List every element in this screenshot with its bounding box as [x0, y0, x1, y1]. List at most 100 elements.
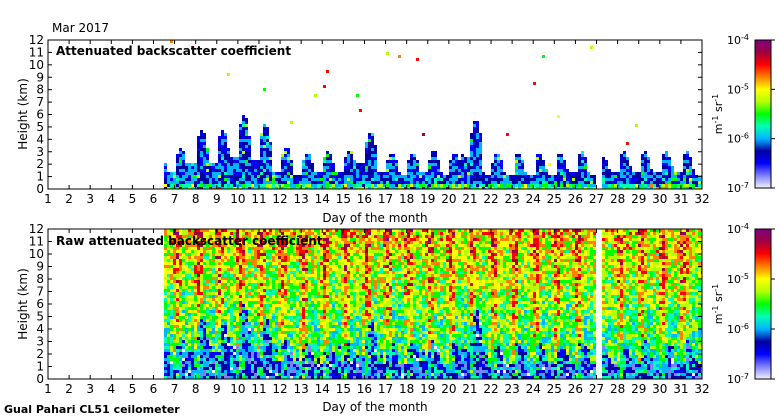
- heatmap-cell: [170, 247, 173, 250]
- heatmap-cell: [302, 310, 305, 313]
- heatmap-cell: [398, 187, 401, 189]
- heatmap-cell: [332, 253, 335, 256]
- heatmap-cell: [185, 286, 188, 289]
- heatmap-cell: [236, 298, 239, 301]
- heatmap-cell: [251, 286, 254, 289]
- heatmap-cell: [269, 274, 272, 277]
- heatmap-cell: [203, 304, 206, 307]
- heatmap-cell: [176, 319, 179, 322]
- heatmap-cell: [389, 169, 392, 172]
- heatmap-cell: [194, 298, 197, 301]
- heatmap-cell: [305, 256, 308, 259]
- heatmap-cell: [473, 130, 476, 133]
- heatmap-cell: [329, 274, 332, 277]
- heatmap-cell: [314, 232, 317, 235]
- heatmap-cell: [518, 184, 521, 187]
- heatmap-cell: [200, 358, 203, 361]
- heatmap-cell: [233, 175, 236, 178]
- heatmap-cell: [506, 175, 509, 178]
- heatmap-cell: [206, 337, 209, 340]
- heatmap-cell: [683, 157, 686, 160]
- heatmap-cell: [392, 175, 395, 178]
- heatmap-cell: [305, 328, 308, 331]
- heatmap-cell: [299, 259, 302, 262]
- heatmap-cell: [341, 325, 344, 328]
- heatmap-cell: [200, 130, 203, 133]
- y-tick-label: 5: [36, 120, 44, 134]
- heatmap-cell: [296, 292, 299, 295]
- heatmap-cell: [638, 175, 641, 178]
- heatmap-cell: [278, 355, 281, 358]
- heatmap-cell: [194, 163, 197, 166]
- heatmap-cell: [671, 175, 674, 178]
- heatmap-cell: [620, 172, 623, 175]
- heatmap-cell: [191, 262, 194, 265]
- heatmap-cell: [281, 187, 284, 189]
- heatmap-cell: [413, 160, 416, 163]
- heatmap-cell: [200, 133, 203, 136]
- heatmap-cell: [314, 376, 317, 379]
- heatmap-cell: [218, 325, 221, 328]
- heatmap-cell: [662, 175, 665, 178]
- heatmap-cell: [458, 187, 461, 189]
- heatmap-cell: [695, 184, 698, 187]
- heatmap-cell: [299, 175, 302, 178]
- heatmap-cell: [185, 268, 188, 271]
- heatmap-cell: [554, 187, 557, 189]
- heatmap-cell: [611, 181, 614, 184]
- heatmap-cell: [197, 154, 200, 157]
- heatmap-cell: [689, 172, 692, 175]
- heatmap-cell: [227, 250, 230, 253]
- heatmap-cell: [620, 181, 623, 184]
- heatmap-cell: [290, 292, 293, 295]
- heatmap-cell: [332, 373, 335, 376]
- heatmap-cell: [266, 301, 269, 304]
- heatmap-cell: [191, 187, 194, 189]
- heatmap-cell: [314, 319, 317, 322]
- heatmap-cell: [242, 127, 245, 130]
- heatmap-cell: [281, 310, 284, 313]
- heatmap-cell: [266, 370, 269, 373]
- heatmap-cell: [341, 316, 344, 319]
- heatmap-cell: [239, 139, 242, 142]
- heatmap-cell: [542, 55, 545, 58]
- heatmap-cell: [227, 349, 230, 352]
- heatmap-cell: [176, 334, 179, 337]
- heatmap-cell: [263, 289, 266, 292]
- heatmap-cell: [491, 169, 494, 172]
- heatmap-cell: [509, 187, 512, 189]
- heatmap-cell: [428, 175, 431, 178]
- heatmap-cell: [500, 187, 503, 189]
- heatmap-cell: [236, 355, 239, 358]
- heatmap-cell: [182, 166, 185, 169]
- heatmap-cell: [386, 169, 389, 172]
- heatmap-cell: [287, 286, 290, 289]
- heatmap-cell: [167, 283, 170, 286]
- heatmap-cell: [449, 187, 452, 189]
- heatmap-cell: [488, 178, 491, 181]
- heatmap-cell: [251, 301, 254, 304]
- heatmap-cell: [338, 307, 341, 310]
- heatmap-cell: [164, 310, 167, 313]
- heatmap-cell: [332, 259, 335, 262]
- heatmap-cell: [329, 184, 332, 187]
- heatmap-cell: [257, 304, 260, 307]
- heatmap-cell: [437, 187, 440, 189]
- heatmap-cell: [332, 166, 335, 169]
- heatmap-cell: [590, 175, 593, 178]
- heatmap-cell: [665, 169, 668, 172]
- heatmap-cell: [473, 187, 476, 189]
- heatmap-cell: [245, 172, 248, 175]
- heatmap-cell: [668, 169, 671, 172]
- heatmap-cell: [263, 259, 266, 262]
- heatmap-cell: [323, 346, 326, 349]
- heatmap-cell: [296, 289, 299, 292]
- heatmap-cell: [203, 325, 206, 328]
- heatmap-cell: [287, 250, 290, 253]
- heatmap-cell: [266, 313, 269, 316]
- heatmap-cell: [248, 319, 251, 322]
- heatmap-cell: [332, 277, 335, 280]
- heatmap-cell: [245, 271, 248, 274]
- heatmap-cell: [227, 181, 230, 184]
- heatmap-cell: [176, 235, 179, 238]
